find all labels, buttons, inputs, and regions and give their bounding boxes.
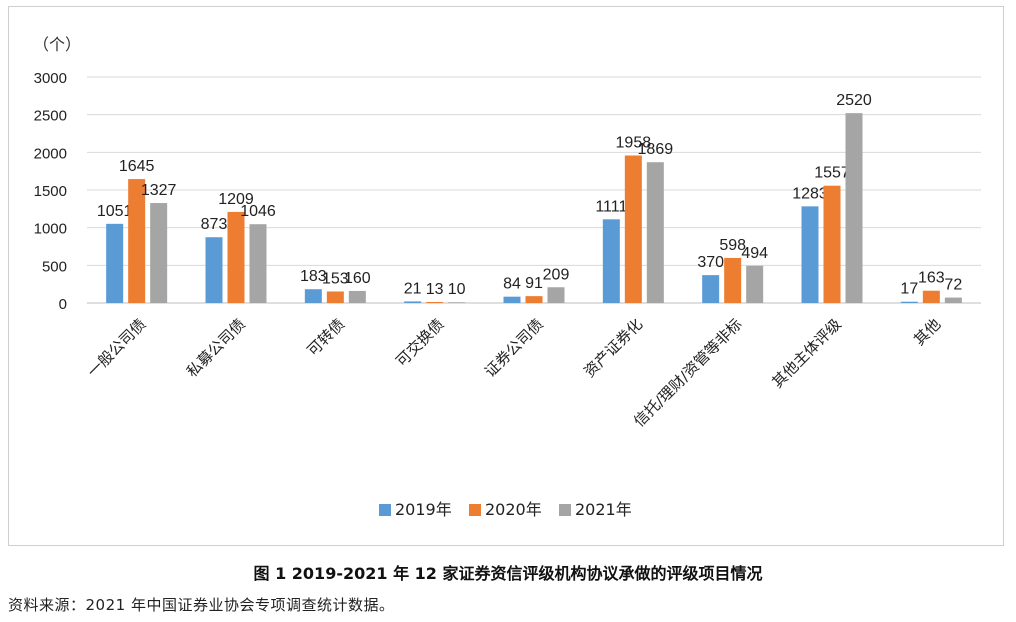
legend-swatch <box>379 504 391 516</box>
category-label: 资产证券化 <box>580 315 646 381</box>
data-label: 598 <box>719 237 746 254</box>
data-label: 1557 <box>814 165 850 182</box>
bar <box>304 289 322 303</box>
bar <box>150 203 168 303</box>
data-label: 370 <box>697 254 724 271</box>
bar <box>823 185 841 303</box>
data-label: 2520 <box>836 92 872 109</box>
legend-label: 2019年 <box>395 500 452 519</box>
y-tick-label: 3000 <box>34 70 67 87</box>
data-label: 1051 <box>97 203 133 220</box>
chart-frame: （个） 0 500 1000 1500 2000 2500 3000 1051 1645 1327 一… <box>8 6 1004 546</box>
category-label: 其他 <box>910 315 944 349</box>
category-label: 可交换债 <box>392 315 447 370</box>
data-label: 1327 <box>141 182 177 199</box>
data-label: 209 <box>543 266 570 283</box>
category-label: 证券公司债 <box>481 315 547 381</box>
legend-swatch <box>469 504 481 516</box>
data-label: 17 <box>900 281 918 298</box>
bar <box>724 257 742 303</box>
bar <box>448 302 466 303</box>
bar <box>128 179 146 303</box>
bar <box>900 301 918 303</box>
data-label: 494 <box>741 245 768 262</box>
bar <box>503 296 521 303</box>
bar <box>404 301 422 303</box>
data-label: 1958 <box>616 134 652 151</box>
y-tick-label: 1000 <box>34 221 67 238</box>
data-label: 873 <box>201 216 228 233</box>
category-label: 信托/理财/资管等非标 <box>630 315 745 430</box>
bar <box>426 302 444 303</box>
bar <box>801 206 819 303</box>
figure-caption: 图 1 2019-2021 年 12 家证券资信评级机构协议承做的评级项目情况 <box>253 564 763 583</box>
bar-chart: （个） 0 500 1000 1500 2000 2500 3000 1051 1645 1327 一… <box>33 35 981 519</box>
bar <box>624 155 642 303</box>
legend-swatch <box>559 504 571 516</box>
data-label: 1209 <box>218 191 254 208</box>
bar <box>547 287 565 303</box>
bar <box>249 224 267 303</box>
bar <box>106 223 124 303</box>
bar <box>922 290 940 303</box>
y-axis-label: （个） <box>33 35 81 54</box>
data-label: 1645 <box>119 158 155 175</box>
y-tick-label: 2500 <box>34 108 67 125</box>
data-label: 1869 <box>638 141 674 158</box>
y-tick-label: 0 <box>59 296 67 313</box>
data-label: 163 <box>918 270 945 287</box>
data-label: 84 <box>503 276 521 293</box>
bar <box>326 291 344 303</box>
bar <box>944 297 962 303</box>
y-tick-label: 1500 <box>34 183 67 200</box>
legend-label: 2021年 <box>575 500 632 519</box>
y-tick-label: 2000 <box>34 145 67 162</box>
bar <box>845 113 863 303</box>
category-label: 可转债 <box>304 315 349 360</box>
category-label: 私募公司债 <box>183 315 249 381</box>
bar <box>205 237 223 303</box>
data-label: 183 <box>300 268 327 285</box>
bar <box>746 265 764 303</box>
category-label: 一般公司债 <box>84 315 150 381</box>
data-label: 153 <box>322 270 349 287</box>
bar <box>227 211 245 303</box>
data-label: 160 <box>344 270 371 287</box>
data-label: 1046 <box>240 203 276 220</box>
data-label: 1111 <box>595 198 627 215</box>
category-label: 其他主体评级 <box>768 315 844 391</box>
bar <box>348 290 366 303</box>
data-label: 91 <box>525 275 543 292</box>
bar <box>525 296 543 303</box>
data-label: 10 <box>448 281 466 298</box>
bar <box>602 219 620 303</box>
data-label: 1283 <box>792 185 828 202</box>
source-note: 资料来源：2021 年中国证券业协会专项调查统计数据。 <box>8 596 395 614</box>
legend-label: 2020年 <box>485 500 542 519</box>
data-label: 21 <box>404 280 422 297</box>
bar <box>646 162 664 303</box>
data-label: 72 <box>944 277 962 294</box>
data-label: 13 <box>426 281 444 298</box>
bar <box>702 275 720 303</box>
y-tick-label: 500 <box>42 258 67 275</box>
